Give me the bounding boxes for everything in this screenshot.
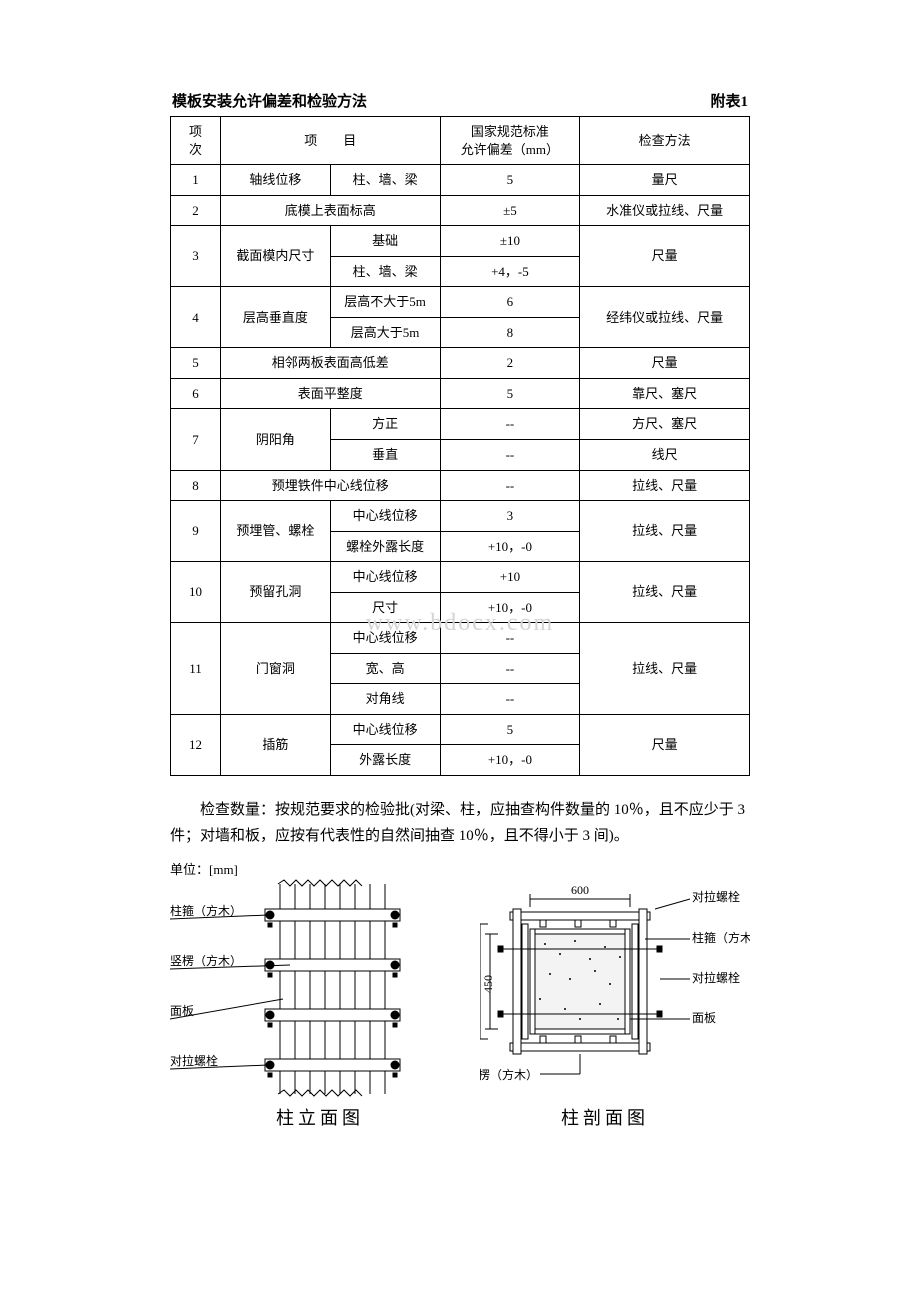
cell: 宽、高 bbox=[330, 653, 440, 684]
caption-elevation: 柱立面图 bbox=[170, 1104, 470, 1130]
cell: 6 bbox=[440, 287, 580, 318]
cell: 经纬仪或拉线、尺量 bbox=[580, 287, 750, 348]
cell: 线尺 bbox=[580, 440, 750, 471]
cell: 方尺、塞尺 bbox=[580, 409, 750, 440]
cell: 9 bbox=[171, 501, 221, 562]
appendix-label: 附表1 bbox=[710, 90, 748, 111]
cell: 预留孔洞 bbox=[220, 562, 330, 623]
doc-title: 模板安装允许偏差和检验方法 bbox=[172, 90, 367, 111]
spec-table: 项 次 项 目 国家规范标准 允许偏差（mm） 检查方法 1 轴线位移 柱、墙、… bbox=[170, 116, 750, 776]
cell: 尺量 bbox=[580, 226, 750, 287]
cell: 拉线、尺量 bbox=[580, 470, 750, 501]
cell: 垂直 bbox=[330, 440, 440, 471]
cell: 量尺 bbox=[580, 165, 750, 196]
col-method: 检查方法 bbox=[580, 117, 750, 165]
cell: 6 bbox=[171, 378, 221, 409]
cell: 3 bbox=[171, 226, 221, 287]
cell: 外露长度 bbox=[330, 745, 440, 776]
cell: 柱、墙、梁 bbox=[330, 256, 440, 287]
cell: 靠尺、塞尺 bbox=[580, 378, 750, 409]
cell: +10，-0 bbox=[440, 745, 580, 776]
cell: 预埋管、螺栓 bbox=[220, 501, 330, 562]
cell: 对角线 bbox=[330, 684, 440, 715]
dim-h2: 500 bbox=[480, 975, 481, 993]
cell: +10 bbox=[440, 562, 580, 593]
cell: 柱、墙、梁 bbox=[330, 165, 440, 196]
cell: ±10 bbox=[440, 226, 580, 257]
cell: 层高垂直度 bbox=[220, 287, 330, 348]
caption-section: 柱剖面图 bbox=[470, 1104, 740, 1130]
cell: -- bbox=[440, 653, 580, 684]
dim-w: 600 bbox=[571, 883, 589, 897]
cell: 中心线位移 bbox=[330, 623, 440, 654]
cell: 基础 bbox=[330, 226, 440, 257]
cell: 门窗洞 bbox=[220, 623, 330, 715]
cell: 底模上表面标高 bbox=[220, 195, 440, 226]
unit-label: 单位：[mm] bbox=[170, 859, 238, 878]
cell: -- bbox=[440, 440, 580, 471]
label-r2: 柱箍（方木） bbox=[692, 930, 750, 945]
cell: 预埋铁件中心线位移 bbox=[220, 470, 440, 501]
cell: 尺量 bbox=[580, 348, 750, 379]
cell: 轴线位移 bbox=[220, 165, 330, 196]
cell: 阴阳角 bbox=[220, 409, 330, 470]
cell: 表面平整度 bbox=[220, 378, 440, 409]
label-l2: 竖楞（方木） bbox=[170, 953, 242, 968]
cell: 尺量 bbox=[580, 714, 750, 775]
label-l4: 对拉螺栓 bbox=[170, 1053, 218, 1068]
cell: 水准仪或拉线、尺量 bbox=[580, 195, 750, 226]
cell: 4 bbox=[171, 287, 221, 348]
cell: 5 bbox=[440, 714, 580, 745]
cell: 8 bbox=[440, 317, 580, 348]
label-r5: 竖楞（方木） bbox=[480, 1067, 538, 1082]
cell: 7 bbox=[171, 409, 221, 470]
dim-h1: 450 bbox=[481, 975, 495, 993]
cell: -- bbox=[440, 623, 580, 654]
inspection-note: 检查数量：按规范要求的检验批(对梁、柱，应抽查构件数量的 10％，且不应少于 3… bbox=[170, 798, 750, 849]
label-r4: 面板 bbox=[692, 1011, 716, 1025]
cell: 5 bbox=[171, 348, 221, 379]
cell: 8 bbox=[171, 470, 221, 501]
cell: 3 bbox=[440, 501, 580, 532]
cell: 5 bbox=[440, 165, 580, 196]
col-no: 项 次 bbox=[171, 117, 221, 165]
cell: +10，-0 bbox=[440, 592, 580, 623]
cell: 层高不大于5m bbox=[330, 287, 440, 318]
cell: 5 bbox=[440, 378, 580, 409]
label-r3: 对拉螺栓 bbox=[692, 970, 740, 985]
cell: 相邻两板表面高低差 bbox=[220, 348, 440, 379]
cell: 12 bbox=[171, 714, 221, 775]
cell: 中心线位移 bbox=[330, 562, 440, 593]
cell: 中心线位移 bbox=[330, 714, 440, 745]
cell: 11 bbox=[171, 623, 221, 715]
cell: 截面模内尺寸 bbox=[220, 226, 330, 287]
cell: 插筋 bbox=[220, 714, 330, 775]
cell: 拉线、尺量 bbox=[580, 501, 750, 562]
cell: 拉线、尺量 bbox=[580, 562, 750, 623]
label-l1: 柱箍（方木） bbox=[170, 903, 242, 918]
cell: 方正 bbox=[330, 409, 440, 440]
cell: 螺栓外露长度 bbox=[330, 531, 440, 562]
label-r1: 对拉螺栓 bbox=[692, 889, 740, 904]
cell: 1 bbox=[171, 165, 221, 196]
cell: 2 bbox=[440, 348, 580, 379]
cell: +10，-0 bbox=[440, 531, 580, 562]
cell: 层高大于5m bbox=[330, 317, 440, 348]
cell: ±5 bbox=[440, 195, 580, 226]
cell: 拉线、尺量 bbox=[580, 623, 750, 715]
col-tol: 国家规范标准 允许偏差（mm） bbox=[440, 117, 580, 165]
cell: -- bbox=[440, 684, 580, 715]
col-item: 项 目 bbox=[220, 117, 440, 165]
cell: 中心线位移 bbox=[330, 501, 440, 532]
column-section-diagram: 600 450 500 对拉螺栓 柱箍（方木） 对拉螺栓 面板 竖楞（方木） bbox=[480, 879, 750, 1099]
cell: -- bbox=[440, 470, 580, 501]
cell: +4，-5 bbox=[440, 256, 580, 287]
label-l3: 面板 bbox=[170, 1004, 194, 1018]
diagram-area: 单位：[mm] bbox=[170, 859, 750, 1129]
cell: 10 bbox=[171, 562, 221, 623]
cell: -- bbox=[440, 409, 580, 440]
cell: 2 bbox=[171, 195, 221, 226]
cell: 尺寸 bbox=[330, 592, 440, 623]
column-elevation-diagram: 柱箍（方木） 竖楞（方木） 面板 对拉螺栓 bbox=[170, 879, 470, 1099]
